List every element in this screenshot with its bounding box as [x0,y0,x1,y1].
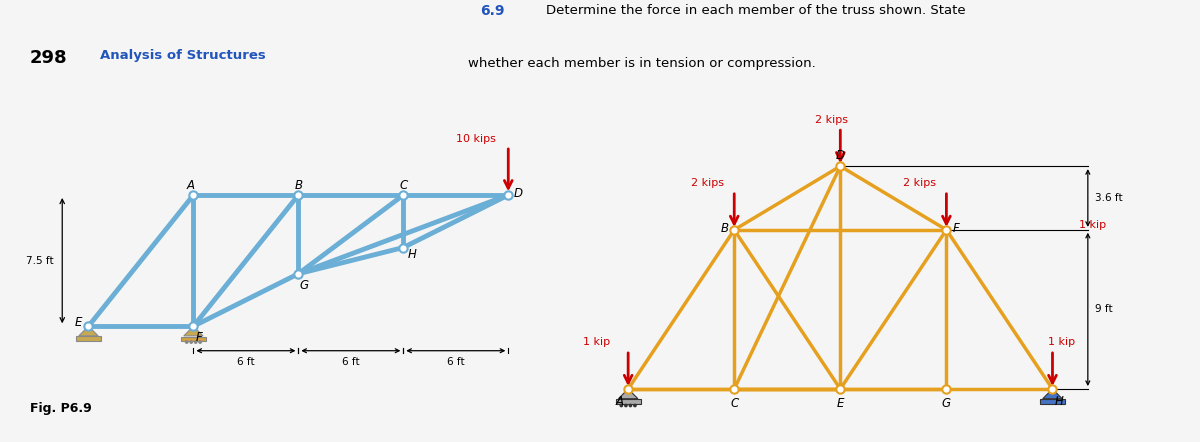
Text: F: F [196,331,202,344]
Circle shape [190,341,192,343]
Text: 6.9: 6.9 [480,4,504,19]
Circle shape [194,341,197,343]
Text: F: F [953,221,960,235]
Polygon shape [184,326,203,336]
Text: 2 kips: 2 kips [691,178,725,188]
Text: 1 kip: 1 kip [1048,337,1075,347]
Text: E: E [74,316,82,329]
Text: 6 ft: 6 ft [238,357,254,367]
Text: C: C [730,396,738,410]
Bar [616,399,641,404]
Text: 10 kips: 10 kips [456,134,496,145]
Circle shape [634,404,636,407]
Text: G: G [942,396,950,410]
Text: D: D [836,149,845,162]
Polygon shape [618,389,638,399]
Text: 9 ft: 9 ft [1094,305,1112,314]
Text: C: C [400,179,408,192]
Circle shape [629,404,631,407]
Text: E: E [836,396,844,410]
Text: D: D [514,187,522,200]
Text: B: B [720,221,728,235]
Text: H: H [408,248,416,261]
Circle shape [620,404,623,407]
Text: A: A [616,395,623,408]
Bar [1040,399,1066,404]
Circle shape [199,341,202,343]
Text: 298: 298 [30,49,67,67]
Text: 6 ft: 6 ft [342,357,360,367]
Text: A: A [187,179,194,192]
Text: 2 kips: 2 kips [815,114,848,125]
Bar [76,336,101,341]
Circle shape [186,341,188,343]
Polygon shape [79,326,98,336]
Text: 2 kips: 2 kips [904,178,936,188]
Text: G: G [299,278,308,292]
Text: B: B [294,179,302,192]
Text: 3.6 ft: 3.6 ft [1094,193,1122,203]
Text: Determine the force in each member of the truss shown. State: Determine the force in each member of th… [546,4,966,17]
Text: Analysis of Structures: Analysis of Structures [100,49,265,61]
Text: 6 ft: 6 ft [446,357,464,367]
Polygon shape [1043,389,1062,399]
Text: 7.5 ft: 7.5 ft [26,255,54,266]
Text: H: H [1055,395,1064,408]
Text: Fig. P6.9: Fig. P6.9 [30,403,91,415]
Text: 1 kip: 1 kip [1079,220,1106,229]
Circle shape [625,404,628,407]
Text: whether each member is in tension or compression.: whether each member is in tension or com… [468,57,816,70]
Bar [181,337,206,341]
Text: 1 kip: 1 kip [583,337,610,347]
